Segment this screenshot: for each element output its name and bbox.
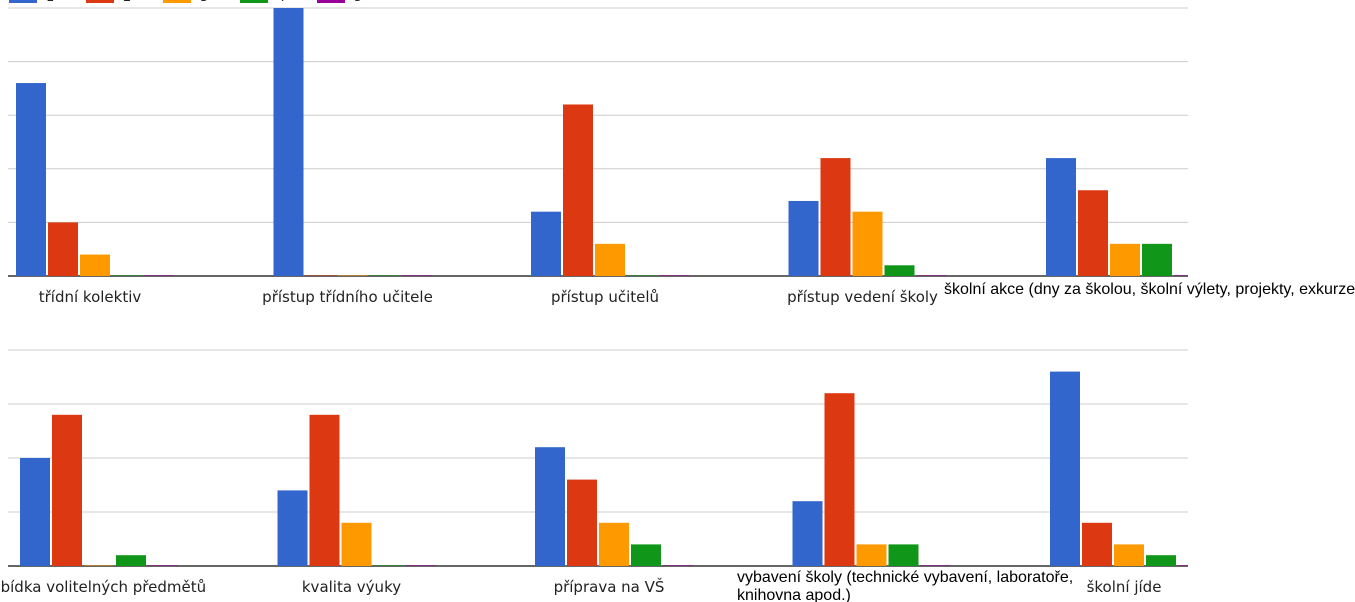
bar-4-tridni-kolektiv xyxy=(112,275,142,276)
bar-1-kvalita-vyuky xyxy=(277,490,308,566)
legend-label-3: 3 xyxy=(200,0,208,5)
bar-5-nabidka-volitelnych-pred xyxy=(148,565,178,566)
bar-5-pristup-vedeni-skoly xyxy=(916,275,947,276)
bar-1-nabidka-volitelnych-pred xyxy=(20,458,50,566)
bar-5-skolni-jidelna xyxy=(1178,565,1188,566)
bar-3-skolni-jidelna xyxy=(1114,544,1144,566)
bar-1-tridni-kolektiv xyxy=(16,83,46,276)
bar-4-nabidka-volitelnych-pred xyxy=(116,555,146,566)
bar-5-skolni-akce-dny-za-skolo xyxy=(1174,275,1188,276)
category-label-tridni-kolektiv: třídní kolektiv xyxy=(39,288,142,306)
bar-3-vybaveni-skoly-technicke xyxy=(856,544,887,566)
legend-label-2: 2 xyxy=(123,0,131,5)
bar-4-pristup-vedeni-skoly xyxy=(884,265,915,276)
legend-swatch-4 xyxy=(240,0,268,3)
bar-1-pristup-ucitelu xyxy=(531,211,561,276)
bar-1-priprava-na-vs xyxy=(535,447,565,566)
bar-4-pristup-ucitelu xyxy=(627,275,657,276)
category-label-priprava-na-vs: příprava na VŠ xyxy=(554,577,665,596)
annotation-school-events: školní akce (dny za školou, školní výlet… xyxy=(944,281,1355,298)
legend-label-1: 1 xyxy=(46,0,54,5)
bar-1-vybaveni-skoly-technicke xyxy=(792,501,823,566)
bar-2-kvalita-vyuky xyxy=(309,414,340,566)
category-label-nabidka-volitelnych-predmetu: nabídka volitelných předmětů xyxy=(0,578,206,596)
bar-2-pristup-vedeni-skoly xyxy=(820,158,851,276)
category-label-skolni-jide: školní jíde xyxy=(1087,578,1162,596)
bar-3-skolni-akce-dny-za-skolo xyxy=(1110,243,1140,276)
bar-5-pristup-ucitelu xyxy=(659,275,689,276)
bar-2-vybaveni-skoly-technicke xyxy=(824,393,855,566)
category-label-pristup-vedeni-skoly: přístup vedení školy xyxy=(787,288,938,306)
bar-2-skolni-akce-dny-za-skolo xyxy=(1078,190,1108,276)
bar-1-pristup-vedeni-skoly xyxy=(788,200,819,276)
bar-3-kvalita-vyuky xyxy=(341,522,372,566)
bar-4-vybaveni-skoly-technicke xyxy=(888,544,919,566)
legend-swatch-3 xyxy=(163,0,191,3)
bar-2-pristup-ucitelu xyxy=(563,104,593,276)
category-label-pristup-tridniho-ucitele: přístup třídního učitele xyxy=(262,288,433,306)
bar-5-vybaveni-skoly-technicke xyxy=(920,565,951,566)
bar-2-nabidka-volitelnych-pred xyxy=(52,414,82,566)
bar-4-skolni-akce-dny-za-skolo xyxy=(1142,243,1172,276)
bar-1-pristup-tridniho-ucitele xyxy=(273,8,304,276)
bar-4-pristup-tridniho-ucitele xyxy=(369,275,400,276)
bar-2-skolni-jidelna xyxy=(1082,522,1112,566)
legend-swatch-5 xyxy=(317,0,345,3)
legend-swatch-2 xyxy=(86,0,114,3)
bar-4-kvalita-vyuky xyxy=(373,565,404,566)
legend-label-5: 5 xyxy=(354,0,362,5)
bar-4-priprava-na-vs xyxy=(631,544,661,566)
category-label-pristup-ucitelu: přístup učitelů xyxy=(551,288,659,306)
bar-3-tridni-kolektiv xyxy=(80,254,110,276)
legend: 1 2 3 4 5 xyxy=(9,0,362,5)
bar-2-priprava-na-vs xyxy=(567,479,597,566)
legend-label-4: 4 xyxy=(277,0,285,5)
bar-3-pristup-tridniho-ucitele xyxy=(337,275,368,276)
bar-1-skolni-akce-dny-za-skolo xyxy=(1046,158,1076,276)
bar-3-priprava-na-vs xyxy=(599,522,629,566)
bar-4-skolni-jidelna xyxy=(1146,555,1176,566)
category-label-kvalita-vyuky: kvalita výuky xyxy=(302,578,401,596)
chart-panel-top: třídní kolektiv přístup třídního učitele p… xyxy=(8,7,1188,306)
bar-5-tridni-kolektiv xyxy=(144,275,174,276)
bar-5-priprava-na-vs xyxy=(663,565,693,566)
legend-swatch-1 xyxy=(9,0,37,3)
bar-5-kvalita-vyuky xyxy=(405,565,436,566)
bar-2-tridni-kolektiv xyxy=(48,222,78,276)
annotation-school-equipment: vybavení školy (technické vybavení, labo… xyxy=(737,569,1074,602)
bar-2-pristup-tridniho-ucitele xyxy=(305,275,336,276)
chart-panel-bottom: nabídka volitelných předmětů kvalita výuk… xyxy=(0,349,1188,596)
bar-3-nabidka-volitelnych-pred xyxy=(84,565,114,566)
bar-1-skolni-jidelna xyxy=(1050,371,1080,566)
bar-5-pristup-tridniho-ucitele xyxy=(401,275,432,276)
bar-3-pristup-vedeni-skoly xyxy=(852,211,883,276)
bar-3-pristup-ucitelu xyxy=(595,243,625,276)
